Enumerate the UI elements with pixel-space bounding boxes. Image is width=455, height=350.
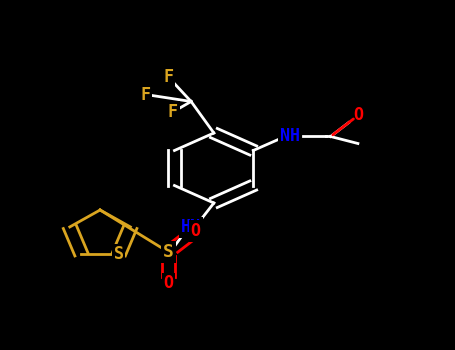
- Text: F: F: [141, 85, 151, 104]
- Text: O: O: [163, 274, 173, 293]
- Text: F: F: [163, 68, 173, 86]
- Text: S: S: [163, 243, 174, 261]
- Text: NH: NH: [280, 127, 300, 146]
- Text: O: O: [191, 222, 201, 240]
- Text: S: S: [114, 245, 124, 263]
- Text: HN: HN: [181, 218, 201, 237]
- Text: F: F: [168, 103, 178, 121]
- Text: O: O: [353, 106, 363, 125]
